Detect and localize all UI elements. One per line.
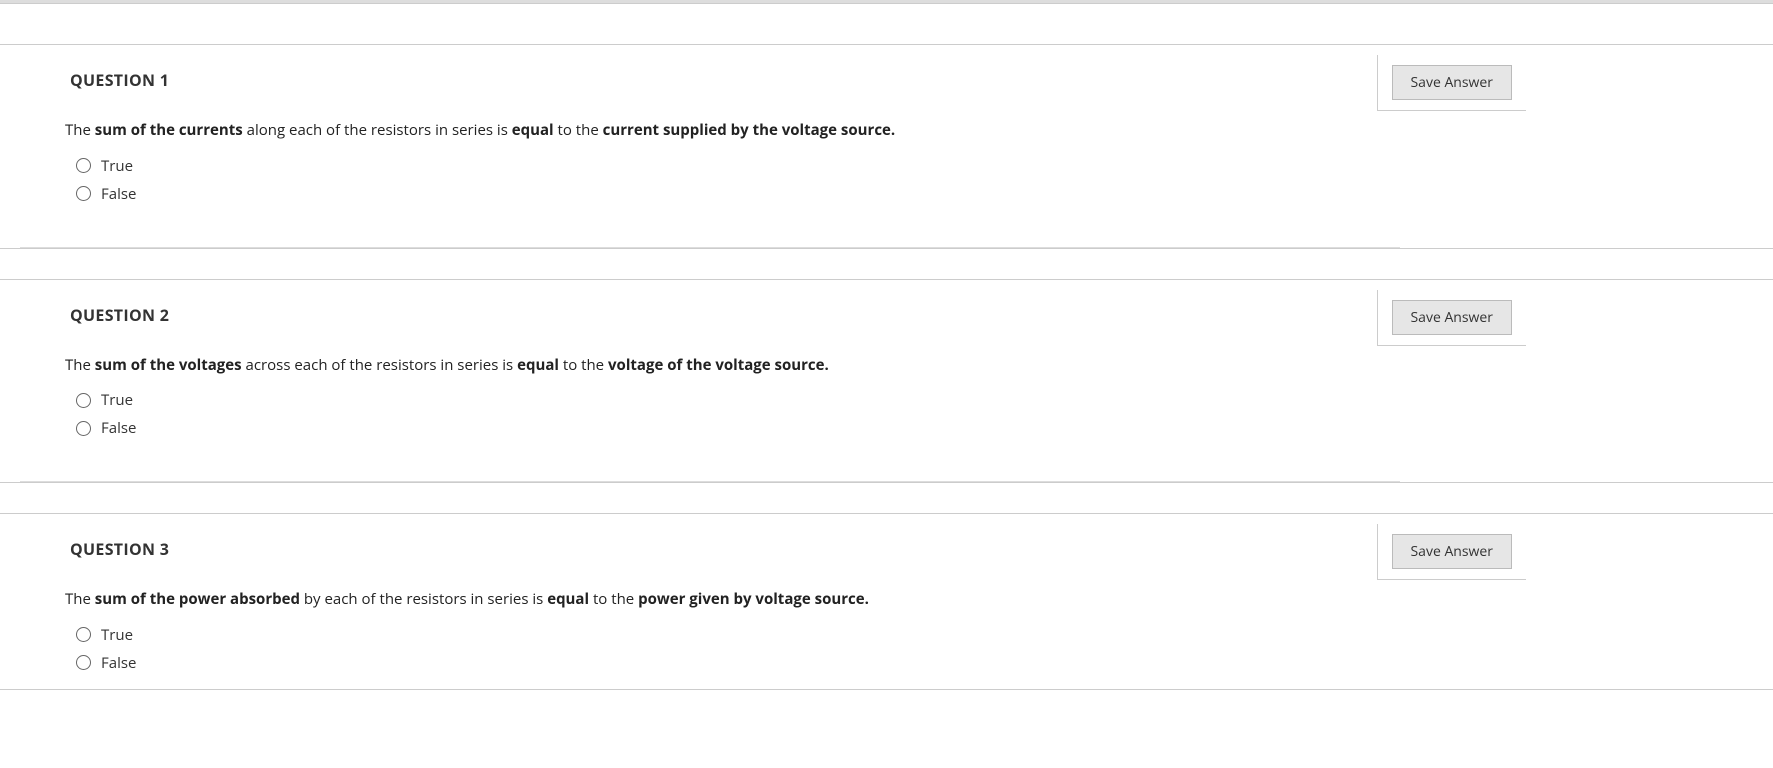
save-answer-button[interactable]: Save Answer [1392,300,1513,335]
option-row[interactable]: True [76,625,1350,645]
question-title: QUESTION 1 [70,69,169,91]
question-inner: QUESTION 3 Save Answer The sum of the po… [20,514,1400,689]
option-label[interactable]: True [101,156,133,176]
radio-icon[interactable] [76,627,91,642]
save-answer-wrap: Save Answer [1377,55,1527,111]
option-row[interactable]: True [76,390,1350,410]
options-group: True False [76,156,1350,204]
option-label[interactable]: False [101,418,136,438]
radio-icon[interactable] [76,393,91,408]
options-group: True False [76,625,1350,673]
question-block: QUESTION 1 Save Answer The sum of the cu… [0,44,1773,249]
save-answer-button[interactable]: Save Answer [1392,534,1513,569]
question-header: QUESTION 1 Save Answer [70,65,1350,119]
radio-icon[interactable] [76,421,91,436]
question-block: QUESTION 2 Save Answer The sum of the vo… [0,279,1773,484]
question-inner: QUESTION 2 Save Answer The sum of the vo… [20,280,1400,483]
save-answer-wrap: Save Answer [1377,290,1527,346]
option-row[interactable]: False [76,653,1350,673]
option-label[interactable]: False [101,653,136,673]
save-answer-button[interactable]: Save Answer [1392,65,1513,100]
option-row[interactable]: True [76,156,1350,176]
option-label[interactable]: True [101,625,133,645]
question-title: QUESTION 3 [70,538,169,560]
question-text: The sum of the currents along each of th… [65,119,1350,142]
option-label[interactable]: False [101,184,136,204]
question-inner: QUESTION 1 Save Answer The sum of the cu… [20,45,1400,248]
option-label[interactable]: True [101,390,133,410]
question-text: The sum of the power absorbed by each of… [65,588,1350,611]
question-text: The sum of the voltages across each of t… [65,354,1350,377]
options-group: True False [76,390,1350,438]
radio-icon[interactable] [76,158,91,173]
questions-container: QUESTION 1 Save Answer The sum of the cu… [0,4,1773,690]
option-row[interactable]: False [76,184,1350,204]
save-answer-wrap: Save Answer [1377,524,1527,580]
question-header: QUESTION 3 Save Answer [70,534,1350,588]
option-row[interactable]: False [76,418,1350,438]
radio-icon[interactable] [76,655,91,670]
question-title: QUESTION 2 [70,304,169,326]
question-header: QUESTION 2 Save Answer [70,300,1350,354]
radio-icon[interactable] [76,186,91,201]
question-block: QUESTION 3 Save Answer The sum of the po… [0,513,1773,690]
